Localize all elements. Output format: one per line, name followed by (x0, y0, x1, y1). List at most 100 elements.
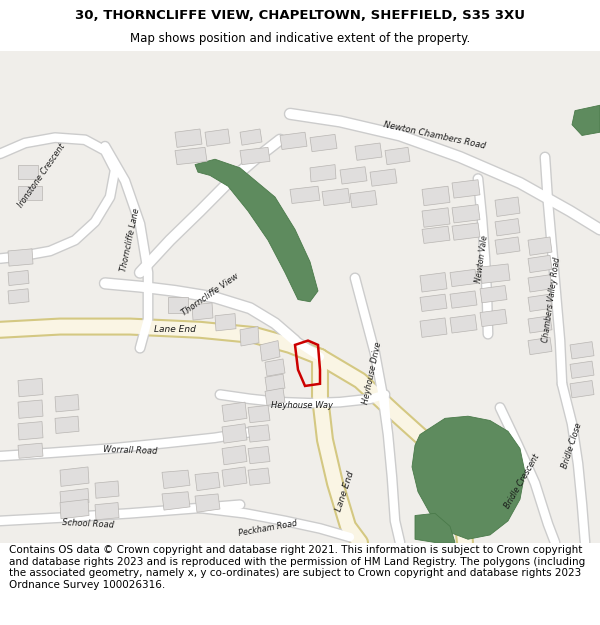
Polygon shape (222, 467, 247, 486)
Polygon shape (162, 492, 190, 510)
Polygon shape (240, 327, 259, 346)
Polygon shape (215, 314, 236, 331)
Polygon shape (450, 269, 477, 287)
Polygon shape (60, 467, 89, 486)
Polygon shape (480, 309, 507, 327)
Text: Bridle Crescent: Bridle Crescent (503, 452, 541, 509)
Text: Map shows position and indicative extent of the property.: Map shows position and indicative extent… (130, 32, 470, 45)
Polygon shape (572, 105, 600, 136)
Polygon shape (18, 378, 43, 397)
Polygon shape (248, 468, 270, 485)
Polygon shape (495, 197, 520, 216)
Polygon shape (495, 237, 520, 254)
Text: Newton Chambers Road: Newton Chambers Road (383, 120, 487, 151)
Polygon shape (8, 289, 29, 304)
Text: 30, THORNCLIFFE VIEW, CHAPELTOWN, SHEFFIELD, S35 3XU: 30, THORNCLIFFE VIEW, CHAPELTOWN, SHEFFI… (75, 9, 525, 22)
Polygon shape (452, 223, 480, 240)
Polygon shape (162, 470, 190, 489)
Text: Ironstone Crescent: Ironstone Crescent (17, 142, 67, 209)
Polygon shape (55, 416, 79, 434)
Polygon shape (175, 148, 207, 164)
Polygon shape (18, 422, 43, 440)
Polygon shape (420, 294, 447, 311)
Polygon shape (322, 188, 350, 206)
Text: Lane End: Lane End (154, 325, 196, 334)
Polygon shape (222, 424, 247, 443)
Polygon shape (175, 129, 202, 148)
Polygon shape (168, 298, 188, 312)
Polygon shape (18, 186, 42, 200)
Polygon shape (60, 489, 89, 506)
Polygon shape (192, 303, 213, 320)
Polygon shape (8, 249, 33, 266)
Polygon shape (370, 169, 397, 186)
Text: Thorncliffe View: Thorncliffe View (180, 271, 240, 318)
Polygon shape (528, 275, 552, 292)
Polygon shape (248, 446, 270, 464)
Text: Lane End: Lane End (334, 471, 356, 513)
Polygon shape (240, 129, 262, 145)
Polygon shape (8, 271, 29, 286)
Polygon shape (265, 388, 285, 406)
Text: Heyhouse Drive: Heyhouse Drive (361, 341, 383, 405)
Polygon shape (480, 286, 507, 303)
Polygon shape (205, 129, 230, 146)
Polygon shape (95, 503, 119, 520)
Polygon shape (248, 406, 270, 422)
Text: Heyhouse Way: Heyhouse Way (271, 401, 333, 410)
Polygon shape (452, 204, 480, 223)
Polygon shape (195, 159, 318, 302)
Polygon shape (95, 481, 119, 498)
Polygon shape (420, 318, 447, 338)
Polygon shape (350, 191, 377, 208)
Polygon shape (415, 513, 455, 542)
Polygon shape (265, 374, 285, 391)
Polygon shape (450, 315, 477, 333)
Polygon shape (528, 316, 552, 333)
Polygon shape (385, 148, 410, 164)
Text: Bridle Close: Bridle Close (560, 421, 584, 469)
Polygon shape (310, 134, 337, 152)
Polygon shape (310, 164, 336, 182)
Polygon shape (570, 381, 594, 398)
Polygon shape (18, 443, 43, 458)
Polygon shape (60, 499, 89, 519)
Text: Worrall Road: Worrall Road (103, 445, 157, 456)
Polygon shape (495, 219, 520, 236)
Polygon shape (55, 394, 79, 412)
Polygon shape (18, 400, 43, 418)
Text: Contains OS data © Crown copyright and database right 2021. This information is : Contains OS data © Crown copyright and d… (9, 545, 585, 590)
Polygon shape (528, 338, 552, 354)
Polygon shape (290, 186, 320, 204)
Polygon shape (18, 164, 38, 179)
Polygon shape (528, 294, 552, 311)
Polygon shape (422, 226, 450, 243)
Polygon shape (222, 446, 247, 465)
Text: Newton Vale: Newton Vale (474, 234, 490, 283)
Polygon shape (195, 494, 220, 512)
Polygon shape (422, 208, 450, 227)
Text: Chambers Valley Road: Chambers Valley Road (542, 256, 562, 343)
Polygon shape (280, 132, 307, 149)
Text: Peckham Road: Peckham Road (238, 519, 298, 538)
Text: School Road: School Road (62, 518, 114, 530)
Polygon shape (480, 264, 510, 283)
Polygon shape (355, 143, 382, 160)
Polygon shape (340, 167, 367, 184)
Polygon shape (422, 186, 450, 206)
Polygon shape (195, 472, 220, 491)
Polygon shape (452, 180, 480, 198)
Text: Thorncliffe Lane: Thorncliffe Lane (119, 208, 141, 272)
Polygon shape (412, 416, 525, 539)
Polygon shape (570, 361, 594, 378)
Polygon shape (265, 359, 285, 376)
Polygon shape (222, 402, 247, 422)
Polygon shape (420, 272, 447, 292)
Polygon shape (240, 148, 270, 164)
Polygon shape (260, 341, 280, 361)
Polygon shape (570, 342, 594, 359)
Polygon shape (248, 425, 270, 442)
Polygon shape (528, 255, 552, 272)
Polygon shape (450, 291, 477, 308)
Polygon shape (528, 237, 552, 255)
